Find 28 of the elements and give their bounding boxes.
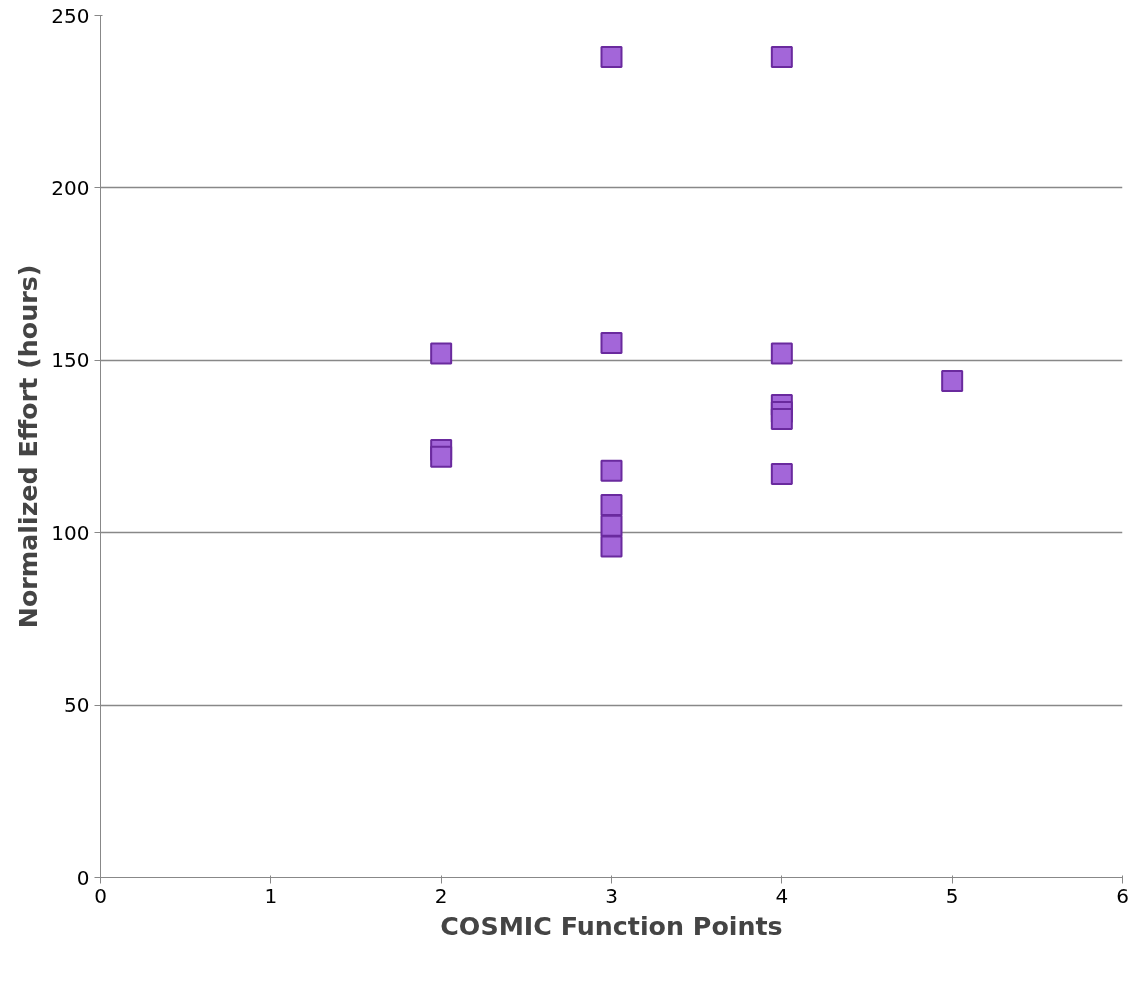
x-tick-label: 2 — [434, 883, 448, 908]
x-axis-title: COSMIC Function Points — [440, 910, 783, 941]
point — [770, 342, 793, 365]
y-tick-label: 150 — [51, 348, 90, 373]
x-tick-label: 6 — [1116, 883, 1129, 908]
point — [600, 332, 623, 355]
point — [600, 535, 623, 558]
point — [600, 45, 623, 68]
point — [600, 494, 623, 517]
y-tick-label: 0 — [76, 865, 90, 890]
point — [430, 342, 453, 365]
point — [600, 514, 623, 537]
y-tick-label: 200 — [51, 175, 90, 200]
point — [770, 407, 793, 430]
y-axis-title: Normalized Effort (hours) — [13, 264, 44, 629]
point — [430, 445, 453, 468]
y-tick-label: 50 — [64, 693, 90, 718]
point — [600, 459, 623, 482]
point — [770, 45, 793, 68]
x-tick-label: 3 — [605, 883, 618, 908]
point — [941, 369, 964, 392]
x-tick-label: 5 — [945, 883, 959, 908]
x-tick-label: 1 — [264, 883, 278, 908]
x-tick-label: 0 — [94, 883, 107, 908]
x-tick-label: 4 — [775, 883, 789, 908]
y-tick-label: 250 — [51, 3, 90, 28]
point — [770, 463, 793, 486]
y-tick-label: 100 — [51, 520, 90, 545]
